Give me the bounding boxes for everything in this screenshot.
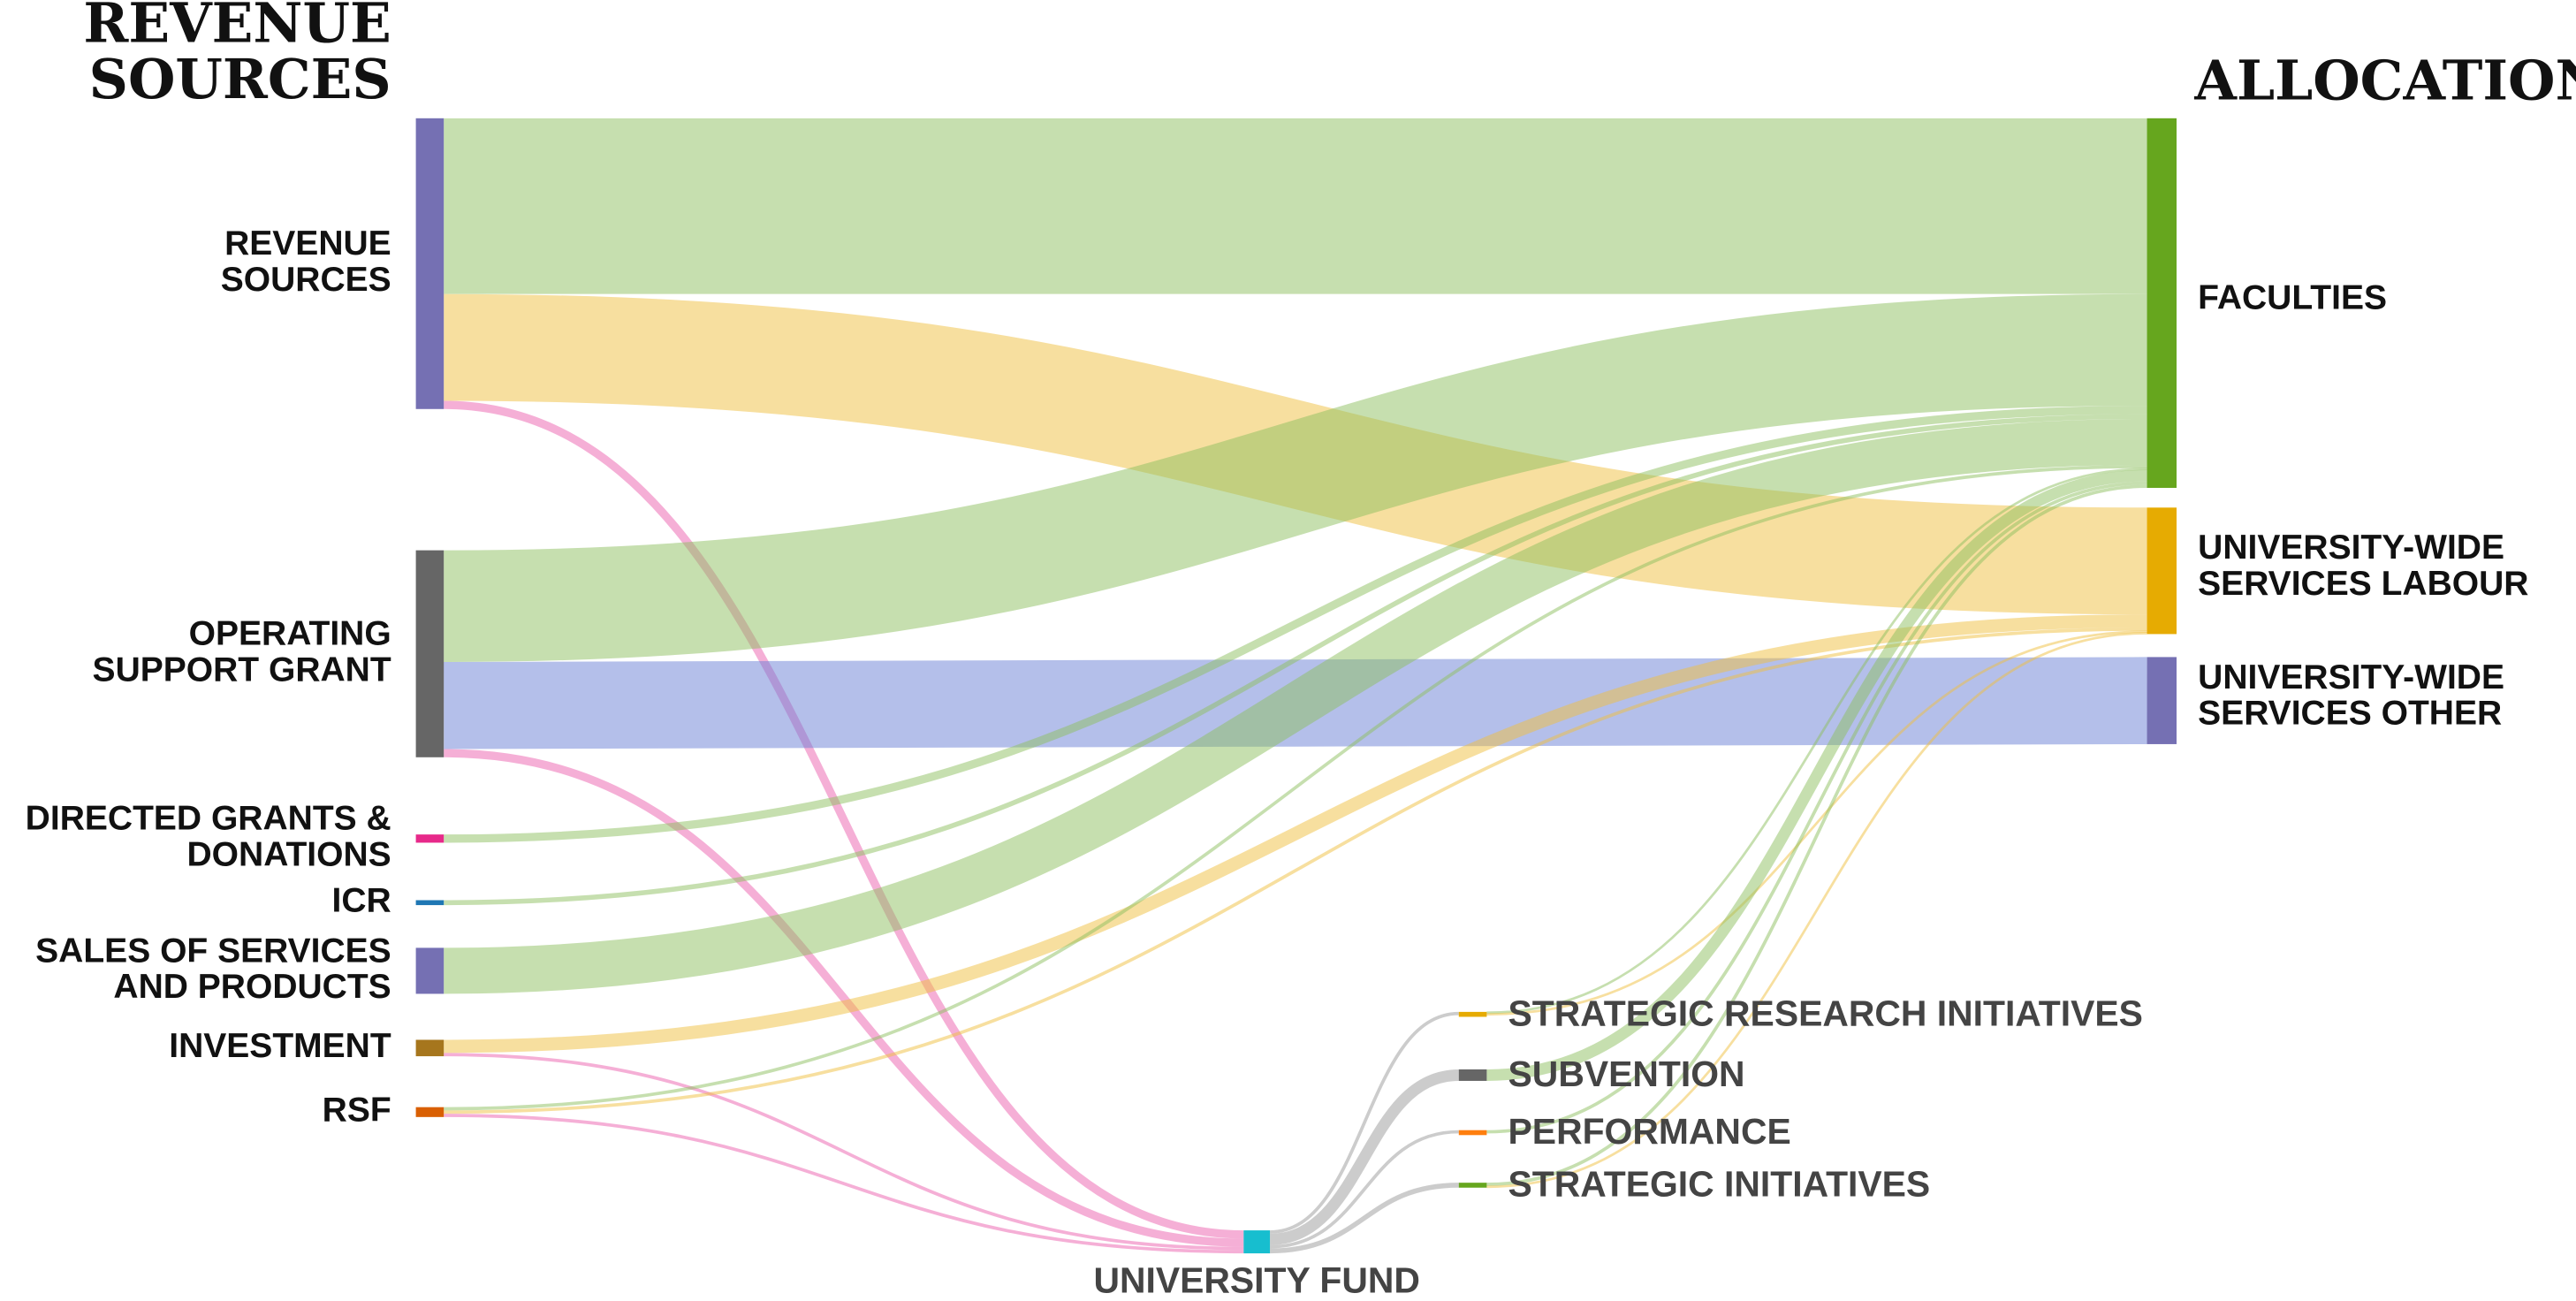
node [2147,657,2177,744]
link [444,418,2147,994]
link [1486,630,2147,1016]
link [444,464,2147,1111]
link [1486,632,2147,1189]
link [1486,484,2147,1186]
link [444,293,2147,663]
node-label: STRATEGIC RESEARCH INITIATIVES [1508,993,2143,1033]
link [444,1053,1244,1251]
node-label: SOURCES [221,261,391,299]
link [444,614,2147,1054]
node-label: UNIVERSITY-WIDE [2198,658,2504,696]
node-label: SALES OF SERVICES [35,932,391,970]
heading: ALLOCATION [2193,49,2576,113]
node [415,118,445,409]
link [1270,1130,1459,1249]
node-label: FACULTIES [2198,279,2387,317]
link [1486,469,2147,1081]
link [1270,1011,1459,1234]
node-label: REVENUE [224,224,391,262]
link [1270,1183,1459,1254]
link [444,406,2147,843]
node-label: SERVICES LABOUR [2198,565,2528,603]
node [415,1039,445,1057]
link [1269,1069,1460,1245]
node [415,1107,445,1117]
node-label: SUPPORT GRANT [93,650,391,689]
node [1458,1130,1487,1136]
node-label: STRATEGIC INITIATIVES [1508,1164,1931,1205]
node-label: RSF [323,1092,391,1130]
node-label: UNIVERSITY-WIDE [2198,529,2504,567]
node [1243,1230,1271,1254]
link [444,414,2147,906]
node [415,900,445,906]
link [444,1114,1244,1254]
node [1458,1183,1487,1188]
node [2147,507,2177,635]
node-label: INVESTMENT [169,1027,391,1065]
node-label: ICR [332,882,391,920]
node [1458,1069,1487,1081]
node-label: UNIVERSITY FUND [1093,1259,1419,1300]
node-label: AND PRODUCTS [113,968,391,1006]
node-label: SUBVENTION [1508,1054,1745,1094]
link [444,627,2147,1115]
heading: REVENUE [83,0,391,56]
node-label: OPERATING [189,615,391,653]
links [444,118,2147,1254]
node-label: DIRECTED GRANTS & [26,800,391,838]
link [1486,468,2147,1015]
heading: SOURCES [89,48,391,111]
link [444,749,1244,1247]
node [415,550,445,757]
node [415,834,445,843]
link [1486,481,2147,1134]
node-label: PERFORMANCE [1508,1111,1791,1152]
node [415,947,445,994]
link [444,400,1244,1239]
node-label: DONATIONS [187,836,391,874]
node-label: SERVICES OTHER [2198,695,2502,733]
node [1458,1011,1487,1017]
nodes [415,118,2177,1254]
node [2147,118,2177,488]
